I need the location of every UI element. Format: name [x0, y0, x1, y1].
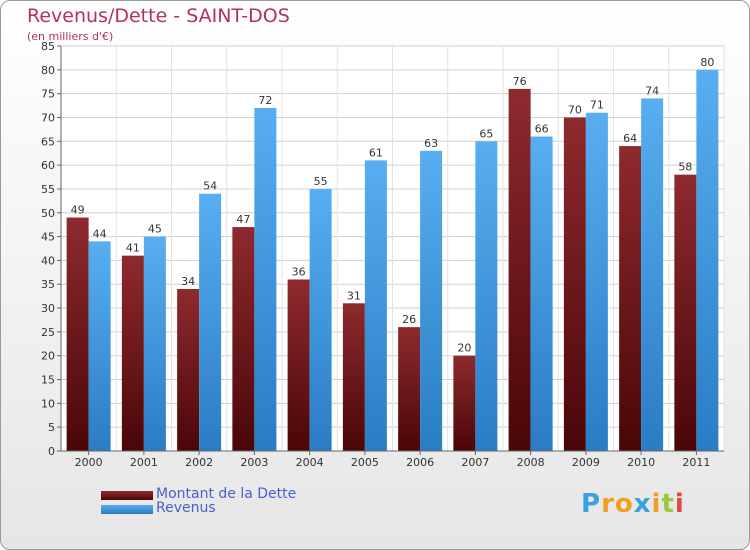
- chart-title: Revenus/Dette - SAINT-DOS: [27, 5, 290, 27]
- x-tick-label: 2008: [517, 456, 545, 469]
- y-tick-label: 50: [41, 207, 55, 220]
- bar-revenue-2002: [199, 193, 222, 452]
- y-tick-label: 35: [41, 278, 55, 291]
- logo-letter: r: [601, 489, 615, 519]
- legend-swatch-revenue: [101, 505, 153, 514]
- data-label-debt-2001: 41: [126, 242, 140, 255]
- axes: 0 5 10 15 20 25 30 35 40 45 50 55 60 65 70 75 80 85 2000 20…: [41, 40, 724, 469]
- x-tick-label: 2006: [406, 456, 434, 469]
- y-tick-label: 75: [41, 88, 55, 101]
- data-label-debt-2002: 34: [181, 275, 195, 288]
- data-label-debt-2005: 31: [347, 289, 361, 302]
- data-label-revenue-2003: 72: [258, 94, 272, 107]
- data-label-debt-2009: 70: [568, 103, 582, 116]
- y-tick-label: 15: [41, 374, 55, 387]
- data-label-debt-2008: 76: [513, 75, 527, 88]
- bar-revenue-2008: [530, 136, 553, 451]
- data-label-debt-2010: 64: [623, 132, 637, 145]
- bar-debt-2000: [66, 217, 89, 451]
- logo-letter: i: [651, 489, 662, 519]
- bar-debt-2004: [287, 279, 310, 451]
- y-tick-label: 0: [48, 445, 55, 458]
- bar-debt-2009: [563, 117, 586, 452]
- bar-revenue-2005: [364, 160, 387, 451]
- x-tick-label: 2011: [682, 456, 710, 469]
- y-tick-label: 60: [41, 159, 55, 172]
- x-tick-label: 2009: [572, 456, 600, 469]
- x-tick-label: 2004: [296, 456, 324, 469]
- data-labels: 49 44 41 45 34 54 47 72 36 55 31 61 26 63 20 65 76 66 70 71…: [71, 56, 715, 355]
- data-label-revenue-2004: 55: [314, 175, 328, 188]
- data-label-revenue-2011: 80: [700, 56, 714, 69]
- y-tick-label: 20: [41, 350, 55, 363]
- y-tick-label: 5: [48, 421, 55, 434]
- chart-subtitle: (en milliers d'€): [27, 30, 114, 43]
- data-label-debt-2003: 47: [236, 213, 250, 226]
- y-tick-label: 70: [41, 111, 55, 124]
- bar-debt-2001: [121, 255, 144, 451]
- bar-revenue-2004: [309, 188, 332, 452]
- bar-debt-2002: [177, 289, 200, 451]
- bar-revenue-2003: [254, 107, 277, 452]
- y-tick-label: 65: [41, 135, 55, 148]
- bar-debt-2005: [342, 303, 365, 451]
- y-tick-label: 85: [41, 40, 55, 53]
- bar-debt-2011: [674, 174, 697, 451]
- data-label-debt-2007: 20: [457, 342, 471, 355]
- data-label-revenue-2006: 63: [424, 137, 438, 150]
- bar-revenue-2007: [475, 141, 498, 451]
- bar-revenue-2006: [420, 150, 443, 451]
- data-label-revenue-2002: 54: [203, 180, 217, 193]
- data-label-revenue-2009: 71: [590, 99, 604, 112]
- x-tick-label: 2010: [627, 456, 655, 469]
- bar-revenue-2011: [696, 69, 719, 451]
- data-label-revenue-2000: 44: [93, 227, 107, 240]
- y-tick-label: 10: [41, 397, 55, 410]
- bar-debt-2003: [232, 227, 255, 451]
- data-label-revenue-2001: 45: [148, 223, 162, 236]
- bar-debt-2010: [619, 146, 642, 451]
- bar-revenue-2010: [641, 98, 664, 451]
- data-label-debt-2011: 58: [678, 161, 692, 174]
- bar-revenue-2000: [88, 241, 111, 451]
- grid-lines: [60, 45, 725, 452]
- logo-letter: x: [633, 489, 652, 519]
- bar-revenue-2009: [585, 112, 608, 452]
- logo-letter: i: [674, 489, 685, 519]
- bar-debt-2008: [508, 88, 531, 451]
- x-tick-label: 2003: [240, 456, 268, 469]
- logo-letter: t: [661, 489, 675, 519]
- y-tick-label: 40: [41, 254, 55, 267]
- data-label-debt-2006: 26: [402, 313, 416, 326]
- legend-label-revenue: Revenus: [156, 500, 216, 516]
- y-tick-label: 30: [41, 302, 55, 315]
- y-tick-label: 25: [41, 326, 55, 339]
- data-label-debt-2004: 36: [292, 265, 306, 278]
- x-tick-label: 2005: [351, 456, 379, 469]
- x-tick-label: 2002: [185, 456, 213, 469]
- data-label-revenue-2005: 61: [369, 146, 383, 159]
- proxiti-logo: Proxiti: [581, 489, 685, 519]
- bar-debt-2006: [398, 327, 421, 451]
- x-tick-label: 2007: [461, 456, 489, 469]
- legend-swatch-debt: [101, 491, 153, 500]
- bar-debt-2007: [453, 355, 476, 451]
- bar-revenue-2001: [143, 236, 166, 451]
- data-label-revenue-2010: 74: [645, 84, 659, 97]
- y-tick-label: 80: [41, 64, 55, 77]
- data-label-revenue-2007: 65: [479, 127, 493, 140]
- x-tick-label: 2000: [75, 456, 103, 469]
- y-tick-label: 55: [41, 183, 55, 196]
- y-tick-label: 45: [41, 231, 55, 244]
- logo-letter: P: [581, 489, 602, 519]
- data-label-debt-2000: 49: [71, 204, 85, 217]
- data-label-revenue-2008: 66: [535, 123, 549, 136]
- x-tick-label: 2001: [130, 456, 158, 469]
- logo-letter: o: [614, 489, 634, 519]
- legend-label-debt: Montant de la Dette: [156, 486, 297, 502]
- bars: [66, 69, 719, 452]
